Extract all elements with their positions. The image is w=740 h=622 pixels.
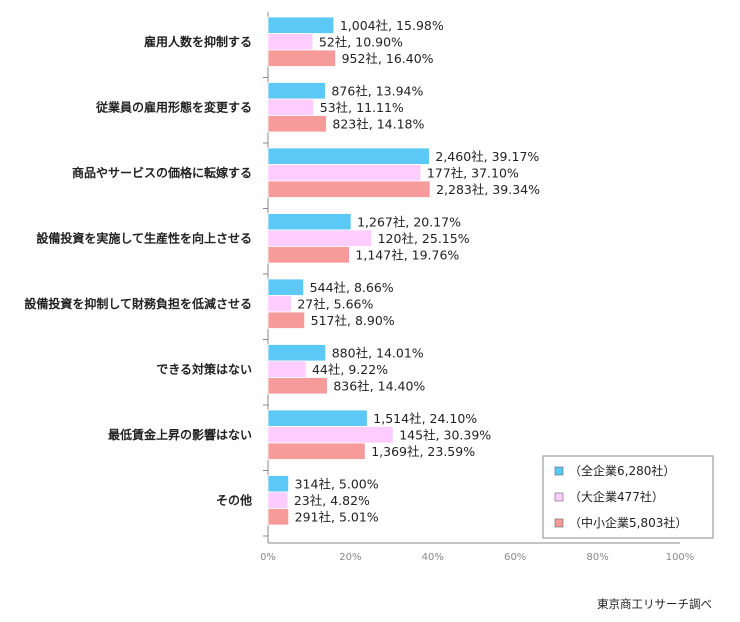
x-tick-labels: 0% 20% 40% 60% 80% 100% [260, 552, 694, 563]
data-label: 145社, 30.39% [399, 427, 491, 442]
bar [267, 115, 327, 133]
data-label: 876社, 13.94% [331, 83, 423, 98]
data-label: 120社, 25.15% [378, 231, 470, 246]
data-label: 1,267社, 20.17% [357, 214, 461, 229]
data-label: 177社, 37.10% [427, 165, 519, 180]
x-tick-label: 40% [422, 552, 444, 563]
data-label: 544社, 8.66% [310, 280, 394, 295]
x-tick-label: 60% [504, 552, 526, 563]
bar [267, 229, 373, 247]
category-label: 設備投資を抑制して財務負担を低減させる [24, 296, 252, 311]
bar [267, 295, 292, 313]
bar [267, 508, 290, 526]
legend-swatch [554, 492, 564, 502]
category-label: 設備投資を実施して生産性を向上させる [36, 230, 252, 245]
x-tick-label: 80% [586, 552, 608, 563]
bar [267, 16, 335, 34]
category-label: その他 [216, 492, 252, 507]
data-label: 2,283社, 39.34% [436, 182, 540, 197]
bar [267, 33, 314, 51]
bar [267, 311, 306, 329]
data-label: 53社, 11.11% [320, 100, 404, 115]
legend-label: （全企業6,280社） [569, 463, 675, 478]
data-label: 880社, 14.01% [332, 345, 424, 360]
bar [267, 180, 431, 198]
bar [267, 377, 328, 395]
category-label: 商品やサービスの価格に転嫁する [72, 165, 252, 180]
data-label: 1,147社, 19.76% [355, 247, 459, 262]
data-label: 27社, 5.66% [297, 296, 373, 311]
data-label: 952社, 16.40% [342, 51, 434, 66]
bar [267, 491, 289, 509]
bar [267, 360, 307, 378]
category-label: できる対策はない [156, 361, 252, 376]
x-tick-label: 100% [666, 552, 695, 563]
bar [267, 409, 368, 427]
bar [267, 442, 366, 460]
bar [267, 164, 422, 182]
source-note: 東京商工リサーチ調べ [597, 597, 712, 611]
legend-swatch [554, 518, 564, 528]
legend-box [542, 455, 714, 539]
data-label: 291社, 5.01% [295, 509, 379, 524]
bar [267, 246, 350, 264]
x-tick-label: 0% [260, 552, 276, 563]
data-label: 2,460社, 39.17% [435, 149, 539, 164]
data-label: 517社, 8.90% [311, 313, 395, 328]
data-label: 1,369社, 23.59% [371, 444, 475, 459]
category-label: 従業員の雇用形態を変更する [95, 99, 252, 114]
data-label: 44社, 9.22% [312, 362, 388, 377]
data-label: 1,004社, 15.98% [340, 18, 444, 33]
data-label: 1,514社, 24.10% [373, 411, 477, 426]
bar [267, 147, 430, 165]
data-label: 314社, 5.00% [295, 476, 379, 491]
data-label: 836社, 14.40% [333, 378, 425, 393]
category-label: 最低賃金上昇の影響はない [108, 427, 252, 442]
legend-label: （中小企業5,803社） [569, 515, 687, 530]
bar [267, 98, 315, 116]
category-labels: 雇用人数を抑制する従業員の雇用形態を変更する商品やサービスの価格に転嫁する設備投… [24, 34, 252, 508]
data-label: 823社, 14.18% [332, 116, 424, 131]
legend-swatch [554, 466, 564, 476]
bar [267, 426, 394, 444]
bar [267, 344, 327, 362]
bar-series: 1,004社, 15.98%52社, 10.90% 952社, 16.40% 876… [267, 16, 540, 526]
bar [267, 475, 290, 493]
category-label: 雇用人数を抑制する [144, 34, 252, 49]
bar [267, 278, 305, 296]
legend-label: （大企業477社） [569, 489, 664, 504]
legend: （全企業6,280社） （大企業477社） （中小企業5,803社） [542, 455, 714, 539]
x-tick-label: 20% [339, 552, 361, 563]
bar [267, 213, 352, 231]
bar [267, 49, 336, 67]
bar [267, 82, 326, 100]
data-label: 23社, 4.82% [294, 493, 370, 508]
data-label: 52社, 10.90% [319, 34, 403, 49]
